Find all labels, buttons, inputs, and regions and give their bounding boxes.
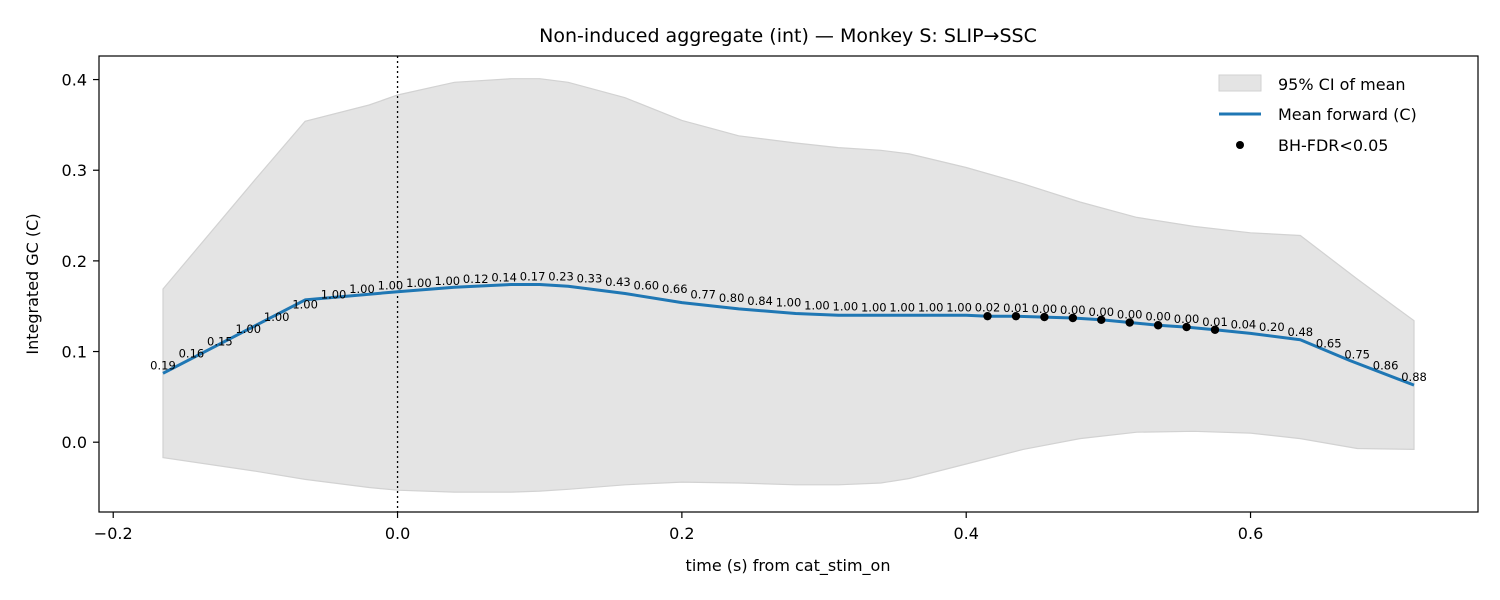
- p-value-label: 0.12: [463, 272, 489, 286]
- p-value-label: 1.00: [292, 298, 318, 312]
- p-value-label: 0.33: [577, 271, 603, 285]
- p-value-label: 0.20: [1259, 320, 1285, 334]
- x-tick-label: −0.2: [94, 524, 133, 543]
- axes-frame: [98, 55, 1479, 513]
- x-tick-label: 0.0: [385, 524, 410, 543]
- y-tick-label: 0.3: [62, 161, 87, 180]
- p-value-label: 1.00: [235, 322, 261, 336]
- p-value-label: 0.66: [662, 282, 688, 296]
- p-value-label: 0.01: [1003, 301, 1029, 315]
- plot-area: 0.190.160.151.001.001.001.00 1.00 1.00 1.00…: [150, 56, 1427, 512]
- chart-title: Non-induced aggregate (int) — Monkey S: …: [539, 25, 1037, 47]
- p-value-label: 0.23: [548, 269, 574, 283]
- sig-point: [1153, 321, 1163, 330]
- p-value-label: 0.84: [747, 294, 773, 308]
- p-value-label: 0.00: [1088, 305, 1114, 319]
- p-value-label: 1.00: [264, 310, 290, 324]
- sig-point: [1182, 322, 1191, 332]
- p-value-label: 0.00: [1174, 312, 1200, 326]
- p-value-label: 0.75: [1344, 347, 1370, 361]
- p-value-label: 0.88: [1401, 370, 1427, 384]
- p-value-label: 0.04: [1231, 318, 1257, 332]
- p-value-label: 1.00: [804, 298, 830, 312]
- sig-point: [1097, 315, 1106, 325]
- p-value-label: 0.02: [975, 300, 1001, 314]
- legend-ci-swatch: [1218, 74, 1262, 92]
- p-value-label: 1.00: [321, 288, 347, 302]
- p-value-label: 0.80: [719, 291, 745, 305]
- y-tick-label: 0.2: [62, 252, 87, 271]
- p-value-label: 1.00: [349, 282, 375, 296]
- sig-point: [1040, 312, 1049, 322]
- p-value-label: 1.00: [946, 300, 972, 314]
- p-value-label: 1.00: [918, 300, 944, 314]
- y-tick-label: 0.4: [62, 71, 87, 90]
- legend-ci-label: 95% CI of mean: [1278, 75, 1406, 94]
- p-value-label: 0.00: [1032, 302, 1058, 316]
- sig-point: [1011, 311, 1021, 321]
- x-tick-label: 0.2: [669, 524, 694, 543]
- p-value-label: 0.86: [1373, 358, 1399, 372]
- sig-point: [1210, 325, 1220, 334]
- y-axis-label: Integrated GC (C): [23, 213, 42, 354]
- p-value-label: 1.00: [378, 279, 404, 293]
- y-axis: 0.0 0.1 0.2 0.3 0.4: [62, 71, 99, 452]
- mean-forward-line: [162, 283, 1415, 387]
- p-value-label: 0.77: [690, 288, 716, 302]
- legend-sig-swatch: [1236, 141, 1244, 149]
- x-axis-label: time (s) from cat_stim_on: [686, 556, 891, 576]
- ci-band: [162, 78, 1415, 493]
- p-value-label: 1.00: [861, 300, 887, 314]
- p-value-label: 0.60: [634, 279, 660, 293]
- y-tick-label: 0.1: [62, 343, 87, 362]
- p-value-label: 0.01: [1202, 315, 1228, 329]
- p-value-label: 0.15: [207, 335, 233, 349]
- y-tick-label: 0.0: [62, 433, 87, 452]
- p-value-label: 0.16: [179, 347, 205, 361]
- p-value-label: 0.48: [1287, 325, 1313, 339]
- p-value-label: 0.65: [1316, 337, 1342, 351]
- x-axis: −0.2 0.0 0.2 0.4 0.6: [94, 512, 1263, 543]
- p-value-label: 0.00: [1117, 308, 1143, 322]
- p-value-label: 1.00: [889, 300, 915, 314]
- p-value-label: 1.00: [776, 296, 802, 310]
- legend-sig-label: BH-FDR<0.05: [1278, 136, 1388, 155]
- sig-point: [1125, 318, 1134, 327]
- p-value-label: 0.17: [520, 269, 546, 283]
- p-value-label: 0.19: [150, 358, 176, 372]
- p-value-label: 0.14: [491, 270, 517, 284]
- legend-mean-label: Mean forward (C): [1278, 105, 1417, 124]
- legend: 95% CI of mean Mean forward (C) BH-FDR<0…: [1218, 74, 1417, 155]
- p-value-label: 1.00: [833, 299, 859, 313]
- p-value-label: 0.00: [1145, 309, 1171, 323]
- p-value-label: 1.00: [434, 274, 460, 288]
- sig-point: [983, 311, 992, 321]
- p-value-label: 0.43: [605, 275, 631, 289]
- p-value-label: 1.00: [406, 276, 432, 290]
- x-tick-label: 0.6: [1238, 524, 1263, 543]
- sig-point: [1068, 313, 1078, 323]
- p-value-label: 0.00: [1060, 303, 1086, 317]
- x-tick-label: 0.4: [953, 524, 978, 543]
